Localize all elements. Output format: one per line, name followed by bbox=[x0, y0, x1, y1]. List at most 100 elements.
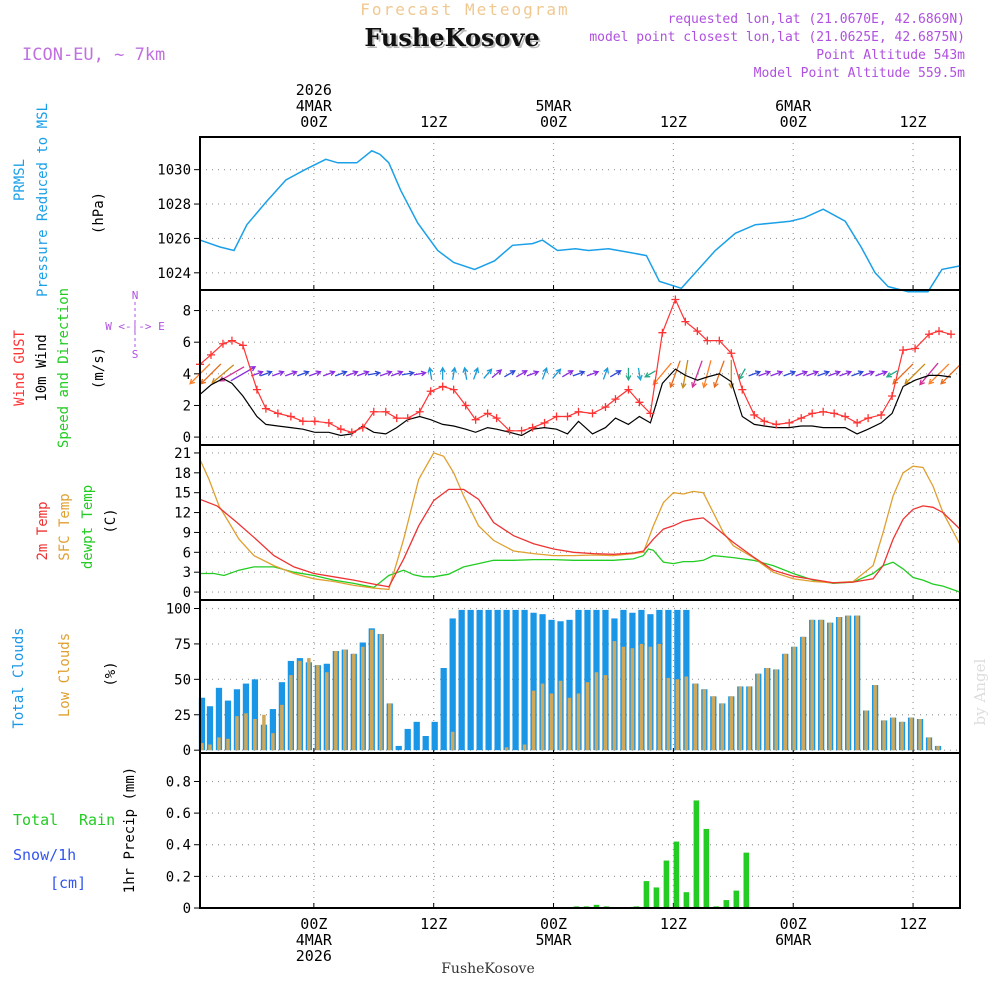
total-cloud-bar bbox=[512, 609, 519, 751]
wind-arrow bbox=[379, 370, 393, 377]
wind-arrow-shaft bbox=[390, 371, 403, 377]
y-tick-label: 6 bbox=[183, 335, 191, 351]
total-cloud-bar bbox=[539, 614, 546, 751]
low-cloud-bar bbox=[819, 619, 823, 751]
closest-coords: model point closest lon,lat (21.0625E, 4… bbox=[589, 30, 965, 45]
wind-arrow-head bbox=[579, 370, 586, 376]
wind-arrow bbox=[451, 366, 457, 380]
wind-arrow-head bbox=[341, 370, 348, 376]
ms-unit-label: (m/s) bbox=[91, 347, 107, 389]
gust-marker bbox=[611, 395, 620, 404]
wind-arrow bbox=[401, 370, 415, 377]
top-time-label: 00Z bbox=[780, 113, 807, 131]
total-cloud-bar bbox=[449, 618, 456, 751]
rain-bar bbox=[703, 828, 710, 908]
wind-arrow bbox=[625, 367, 632, 382]
rain-bar bbox=[643, 881, 650, 908]
wind-arrow-shaft bbox=[491, 369, 502, 379]
sfc-temp-label: SFC Temp bbox=[57, 493, 73, 560]
precip-frame bbox=[199, 752, 961, 909]
temp-2m-label: 2m Temp bbox=[35, 501, 51, 560]
wind-arrow-head bbox=[823, 370, 831, 376]
rain-label: Rain bbox=[79, 811, 115, 829]
wind-arrow bbox=[356, 370, 370, 377]
wind-arrow-shaft bbox=[572, 371, 585, 377]
bottom-time-label: 00Z bbox=[300, 915, 327, 933]
gust-marker bbox=[206, 350, 215, 359]
wind-arrow bbox=[644, 370, 656, 378]
low-cloud-bar bbox=[540, 683, 545, 751]
low-cloud-bar bbox=[684, 676, 689, 751]
wind-arrow bbox=[345, 370, 359, 377]
wind-arrow-shaft bbox=[644, 370, 656, 378]
wind-arrow-shaft bbox=[904, 363, 926, 385]
y-tick-label: 0 bbox=[183, 743, 191, 759]
wind-arrow bbox=[260, 370, 273, 377]
wind-arrow bbox=[851, 370, 865, 377]
wind-arrow-shaft bbox=[758, 371, 771, 377]
gust-marker bbox=[415, 407, 424, 416]
low-cloud-bar bbox=[882, 720, 886, 751]
gust-marker bbox=[760, 417, 769, 426]
y-tick-label: 21 bbox=[174, 446, 191, 462]
gust-marker bbox=[492, 414, 501, 423]
low-cloud-bar bbox=[657, 643, 662, 751]
low-cloud-bar bbox=[531, 690, 536, 751]
rain-bar bbox=[673, 841, 680, 908]
total-cloud-bar bbox=[198, 697, 206, 751]
y-tick-label: 0.8 bbox=[166, 774, 191, 790]
total-cloud-bar bbox=[431, 721, 438, 751]
precip-unit-label: 1hr Precip (mm) bbox=[122, 767, 138, 893]
gust-marker bbox=[238, 341, 247, 350]
wind-arrow-head bbox=[303, 370, 310, 376]
low-cloud-bar bbox=[558, 680, 563, 751]
wind-arrow bbox=[669, 360, 681, 389]
wind-arrow bbox=[609, 370, 622, 378]
wind-arrow-shaft bbox=[806, 371, 819, 377]
requested-coords: requested lon,lat (21.0670E, 42.6869N) bbox=[668, 12, 965, 27]
low-cloud-bar bbox=[585, 682, 590, 751]
wind-arrow-shaft bbox=[541, 367, 548, 380]
wind-arrow bbox=[701, 360, 712, 389]
low-cloud-bar bbox=[873, 685, 877, 751]
low-cloud-bar bbox=[289, 675, 293, 751]
low-cloud-bar bbox=[217, 737, 221, 751]
bottom-time-label: 2026 bbox=[296, 947, 332, 965]
y-tick-label: 50 bbox=[174, 672, 191, 688]
low-cloud-bar bbox=[711, 696, 716, 751]
wind-arrow-shaft bbox=[851, 371, 863, 377]
temperature-panel-labels: 2m Temp SFC Temp dewpt Temp (C) bbox=[35, 485, 119, 569]
gust-marker bbox=[925, 330, 934, 339]
y-tick-label: 0 bbox=[183, 585, 191, 601]
low-cloud-bar bbox=[621, 646, 626, 751]
wind-arrow-shaft bbox=[516, 370, 528, 378]
wind-arrow-shaft bbox=[552, 368, 561, 379]
wind-arrow-head bbox=[669, 381, 675, 389]
wind-arrow bbox=[875, 370, 889, 377]
wind-arrow bbox=[462, 366, 469, 380]
total-cloud-bar bbox=[422, 736, 429, 751]
gust-marker bbox=[426, 387, 435, 396]
wind-arrow bbox=[652, 362, 672, 386]
wind-arrow-head bbox=[329, 370, 336, 376]
wind-arrow-head bbox=[940, 378, 947, 385]
low-cloud-bar bbox=[576, 693, 581, 751]
wind-arrow-shaft bbox=[682, 359, 689, 388]
gust-marker bbox=[646, 409, 655, 418]
y-tick-label: 18 bbox=[174, 466, 191, 482]
wind-arrow-shaft bbox=[928, 363, 950, 385]
low-cloud-bar bbox=[675, 679, 680, 751]
total-cloud-bar bbox=[548, 619, 555, 751]
wind-panel-labels: Wind GUST 10m Wind Speed and Direction (… bbox=[12, 288, 165, 448]
dewpt-temp-label: dewpt Temp bbox=[80, 485, 96, 569]
footer-location: FusheKosove bbox=[441, 961, 535, 977]
wind-arrow-head bbox=[420, 370, 427, 377]
wind-arrow-head bbox=[615, 370, 622, 376]
wind-arrow-shaft bbox=[308, 371, 321, 377]
ten-m-wind-line bbox=[199, 368, 952, 437]
wind-arrow bbox=[783, 370, 797, 377]
gust-marker bbox=[727, 349, 736, 358]
top-time-label: 12Z bbox=[660, 113, 687, 131]
total-cloud-bar bbox=[440, 668, 447, 751]
precip-panel-labels: Total Rain Snow/1h [cm] 1hr Precip (mm) bbox=[13, 767, 138, 893]
